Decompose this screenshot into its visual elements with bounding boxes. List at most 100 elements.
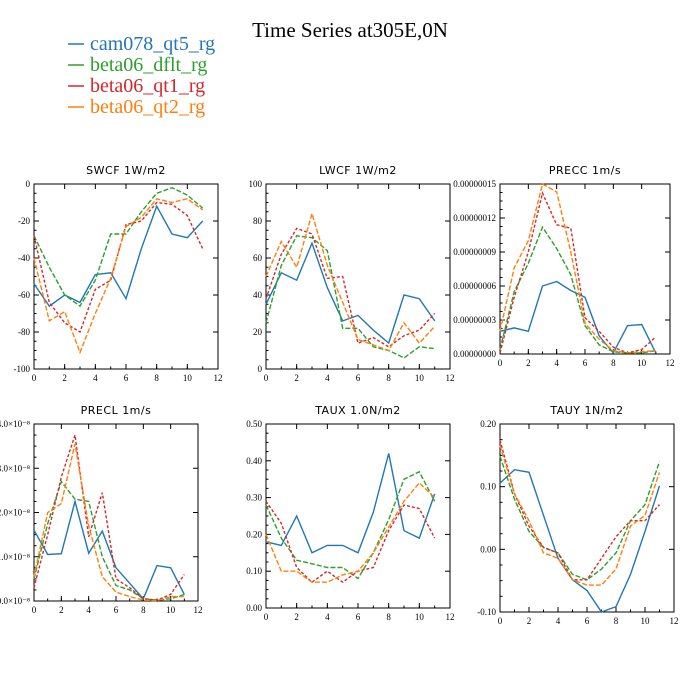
- legend-entry: beta06_qt2_rg: [90, 96, 205, 118]
- y-tick-label: 80: [253, 216, 263, 226]
- chart-panel: PRECL 1m/s 0 2 4 6 8 10 12 0.0×10⁻⁸ 1.0×10⁻⁸ 2.0×1…: [0, 404, 203, 615]
- series-line-beta06_qt1_rg: [499, 439, 661, 581]
- y-tick-label: 0.40: [246, 456, 262, 466]
- y-tick-label: 0.00000015: [453, 179, 496, 189]
- series-line-beta06_qt1_rg: [499, 190, 657, 354]
- y-tick-label: 0: [26, 179, 31, 189]
- y-tick-label: 20: [253, 327, 263, 337]
- x-tick-label: 0: [498, 616, 503, 626]
- x-tick-label: 2: [294, 612, 299, 622]
- x-tick-label: 6: [356, 612, 361, 622]
- series-line-beta06_qt1_rg: [265, 500, 436, 584]
- x-tick-label: 0: [32, 373, 37, 383]
- x-tick-label: 6: [585, 616, 590, 626]
- panel-title: LWCF 1W/m2: [319, 164, 397, 177]
- chart-panel: PRECC 1m/s 0 2 4 6 8 10 12 0.00000000 0.00000003 0…: [453, 164, 674, 368]
- y-tick-label: -40: [18, 253, 30, 263]
- y-tick-label: 0.10: [246, 566, 262, 576]
- x-tick-label: 8: [386, 373, 391, 383]
- y-tick-label: 0.20: [246, 529, 262, 539]
- plot-frame: [33, 183, 219, 370]
- x-tick-label: 8: [386, 612, 391, 622]
- x-tick-label: 10: [637, 358, 647, 368]
- x-tick-label: 12: [194, 605, 203, 615]
- x-tick-label: 8: [141, 605, 146, 615]
- y-tick-label: 2.0×10⁻⁸: [0, 508, 30, 518]
- series-line-cam078_qt5_rg: [33, 204, 204, 308]
- panel-title: SWCF 1W/m2: [86, 164, 166, 177]
- series-line-beta06_qt2_rg: [33, 198, 204, 355]
- x-tick-label: 12: [666, 358, 675, 368]
- panel-title: TAUY 1N/m2: [549, 404, 623, 417]
- y-tick-label: -80: [18, 327, 30, 337]
- y-tick-label: 0.00: [246, 603, 262, 613]
- y-tick-label: 40: [253, 290, 263, 300]
- x-tick-label: 12: [670, 616, 679, 626]
- x-tick-label: 12: [446, 612, 455, 622]
- x-tick-label: 8: [154, 373, 159, 383]
- x-tick-label: 4: [554, 358, 559, 368]
- series-line-cam078_qt5_rg: [499, 468, 661, 613]
- y-tick-label: 1.0×10⁻⁸: [0, 552, 30, 562]
- x-tick-label: 6: [114, 605, 119, 615]
- series-line-cam078_qt5_rg: [33, 498, 185, 601]
- x-tick-label: 6: [356, 373, 361, 383]
- y-tick-label: 0.00000012: [453, 213, 496, 223]
- x-tick-label: 0: [264, 373, 269, 383]
- y-tick-label: 4.0×10⁻⁸: [0, 419, 30, 429]
- x-tick-label: 10: [641, 616, 651, 626]
- chart-panel: LWCF 1W/m2 0 2 4 6 8 10 12 0 20 40 60 80 100: [249, 164, 455, 383]
- x-tick-label: 2: [526, 358, 531, 368]
- x-tick-label: 0: [32, 605, 37, 615]
- panel-title: PRECC 1m/s: [549, 164, 621, 177]
- x-tick-label: 6: [583, 358, 588, 368]
- x-tick-label: 12: [446, 373, 455, 383]
- y-tick-label: -60: [18, 290, 30, 300]
- chart-panel: TAUY 1N/m2 0 2 4 6 8 10 12 -0.10 0.00 0.10 0.20: [477, 404, 678, 626]
- y-tick-label: -0.10: [477, 607, 496, 617]
- x-tick-label: 4: [556, 616, 561, 626]
- series-line-beta06_dflt_rg: [265, 235, 435, 359]
- panel-title: PRECL 1m/s: [81, 404, 152, 417]
- chart-panels: SWCF 1W/m20 2 4 6 8 10 12-100-80-60-40-200LWCF…: [0, 164, 679, 626]
- x-tick-label: 12: [214, 373, 223, 383]
- x-tick-label: 4: [86, 605, 91, 615]
- x-tick-label: 8: [614, 616, 619, 626]
- figure-title: Time Series at305E,0N: [252, 18, 448, 42]
- x-tick-label: 4: [93, 373, 98, 383]
- y-tick-label: 0.20: [480, 419, 496, 429]
- series-line-cam078_qt5_rg: [265, 453, 436, 554]
- y-tick-label: 0.00: [480, 544, 496, 554]
- series-line-beta06_qt1_rg: [33, 434, 185, 601]
- legend: cam078_qt5_rgbeta06_dflt_rgbeta06_qt1_rg…: [68, 33, 215, 118]
- y-tick-label: 0.30: [246, 493, 262, 503]
- series-line-beta06_qt2_rg: [265, 481, 436, 583]
- x-tick-label: 2: [62, 373, 67, 383]
- x-tick-label: 0: [264, 612, 269, 622]
- x-tick-label: 10: [183, 373, 193, 383]
- y-tick-label: 0.00000009: [453, 247, 496, 257]
- y-tick-label: 100: [249, 179, 263, 189]
- x-tick-label: 0: [498, 358, 503, 368]
- x-tick-label: 2: [527, 616, 532, 626]
- y-tick-label: 0: [258, 364, 263, 374]
- series-line-beta06_qt2_rg: [499, 182, 656, 354]
- x-tick-label: 2: [294, 373, 299, 383]
- series-line-beta06_dflt_rg: [33, 186, 204, 308]
- y-tick-label: 0.00000003: [453, 315, 496, 325]
- y-tick-label: 60: [253, 253, 263, 263]
- y-tick-label: 0.00000006: [453, 281, 496, 291]
- x-tick-label: 2: [59, 605, 64, 615]
- y-tick-label: 3.0×10⁻⁸: [0, 463, 30, 473]
- chart-panel: SWCF 1W/m2 0 2 4 6 8 10 12 -100 -80 -60 -40 -20 0: [14, 164, 223, 383]
- x-tick-label: 4: [325, 373, 330, 383]
- series-line-beta06_qt2_rg: [265, 211, 436, 352]
- series-line-beta06_dflt_rg: [499, 455, 661, 581]
- x-tick-label: 6: [124, 373, 129, 383]
- legend-entry: beta06_qt1_rg: [90, 75, 205, 97]
- y-tick-label: 0.0×10⁻⁸: [0, 596, 30, 606]
- x-tick-label: 10: [415, 612, 425, 622]
- series-line-beta06_qt2_rg: [499, 445, 661, 586]
- series-line-cam078_qt5_rg: [499, 280, 657, 355]
